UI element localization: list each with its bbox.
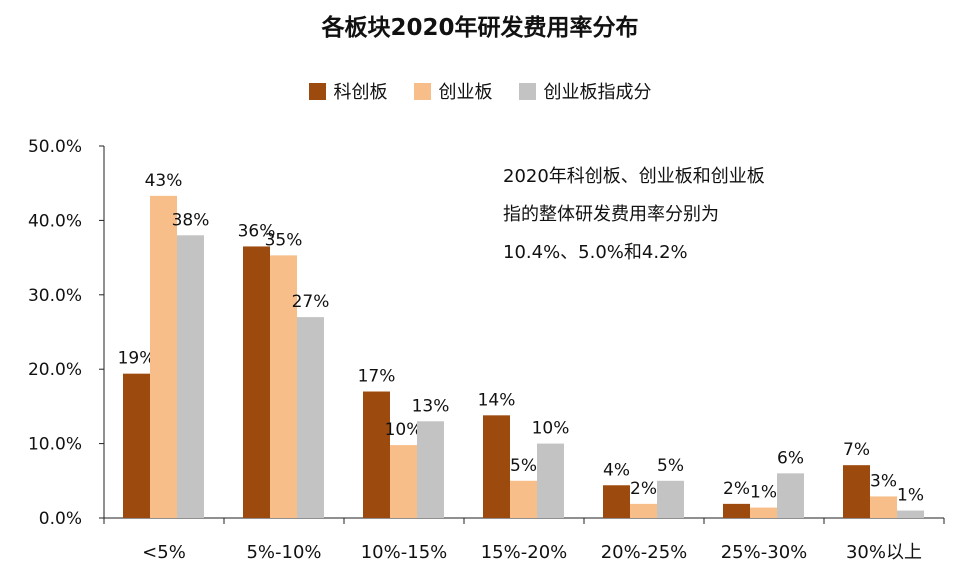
annotation-line-3: 10.4%、5.0%和4.2% [503, 242, 688, 263]
data-label: 10% [385, 420, 423, 440]
bar [630, 503, 657, 518]
data-label: 3% [870, 471, 897, 491]
data-label: 2% [723, 479, 750, 499]
bar [243, 246, 270, 518]
legend-item-chuangye-index: 创业板指成分 [518, 78, 652, 104]
bar [777, 473, 804, 518]
data-label: 4% [603, 460, 630, 480]
annotation-line-2: 指的整体研发费用率分别为 [503, 204, 719, 225]
data-label: 14% [478, 390, 516, 410]
x-tick-label: <5% [142, 542, 186, 563]
bar [723, 503, 750, 518]
bar [657, 480, 684, 518]
data-label: 10% [532, 419, 570, 439]
data-label: 6% [777, 448, 804, 468]
bar [297, 317, 324, 518]
bar [870, 496, 897, 518]
data-label: 2% [630, 479, 657, 499]
y-tick-label: 50.0% [28, 137, 82, 157]
bar [417, 421, 444, 518]
data-label: 5% [657, 456, 684, 476]
data-label: 43% [145, 171, 183, 191]
data-label: 1% [897, 486, 924, 506]
bar [150, 195, 177, 518]
bar [603, 485, 630, 518]
x-tick-label: 30%以上 [846, 542, 922, 563]
legend-label-kechuang: 科创板 [333, 82, 388, 103]
y-tick-label: 40.0% [28, 211, 82, 231]
bar [510, 480, 537, 518]
legend-swatch-kechuang [308, 82, 326, 100]
chart-title: 各板块2020年研发费用率分布 [321, 15, 639, 41]
y-tick-label: 10.0% [28, 435, 82, 455]
data-label: 19% [118, 349, 156, 369]
bar [750, 507, 777, 518]
bar [483, 415, 510, 518]
y-tick-label: 30.0% [28, 286, 82, 306]
data-label: 7% [843, 440, 870, 460]
bar [537, 443, 564, 518]
bar [177, 235, 204, 518]
bar [363, 391, 390, 518]
data-label: 38% [172, 210, 210, 230]
data-label: 36% [238, 221, 276, 241]
annotation-line-1: 2020年科创板、创业板和创业板 [503, 166, 765, 187]
x-tick-label: 15%-20% [481, 542, 568, 563]
y-tick-label: 20.0% [28, 360, 82, 380]
x-tick-label: 10%-15% [361, 542, 448, 563]
chart-annotation: 2020年科创板、创业板和创业板 指的整体研发费用率分别为 10.4%、5.0%… [503, 158, 765, 272]
legend-swatch-chuangye-index [518, 82, 536, 100]
legend-item-kechuang: 科创板 [308, 78, 388, 104]
data-label: 1% [750, 483, 777, 503]
data-label: 13% [412, 396, 450, 416]
bar [390, 445, 417, 518]
chart-legend: 科创板 创业板 创业板指成分 [0, 78, 960, 104]
legend-swatch-chuangye [413, 82, 431, 100]
bar [123, 373, 150, 518]
legend-item-chuangye: 创业板 [413, 78, 493, 104]
y-tick-label: 0.0% [39, 509, 82, 529]
data-label: 5% [510, 456, 537, 476]
bar [897, 510, 924, 518]
x-tick-label: 20%-25% [601, 542, 688, 563]
data-label: 27% [292, 292, 330, 312]
legend-label-chuangye: 创业板 [438, 82, 493, 103]
x-tick-label: 25%-30% [721, 542, 808, 563]
bar [270, 255, 297, 519]
data-label: 17% [358, 367, 396, 387]
data-label: 35% [265, 230, 303, 250]
legend-label-chuangye-index: 创业板指成分 [543, 82, 652, 103]
bar [843, 465, 870, 518]
x-tick-label: 5%-10% [246, 542, 321, 563]
